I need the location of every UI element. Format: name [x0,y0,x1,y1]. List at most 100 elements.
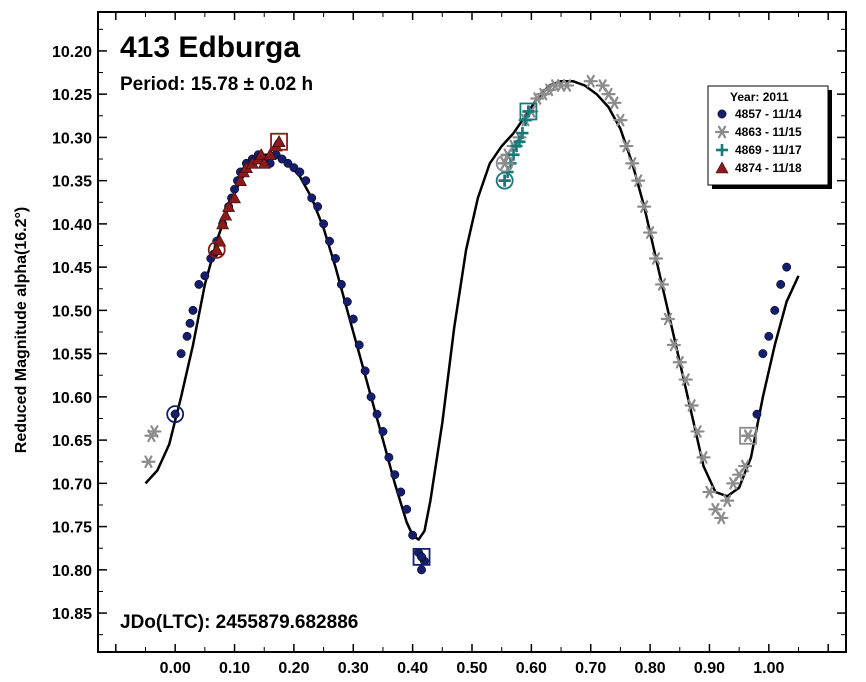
legend-entry-label: 4869 - 11/17 [735,143,802,157]
series-asterisk [141,74,756,525]
data-point [176,349,186,359]
data-point [342,297,352,307]
session-end-point [417,552,426,562]
data-point [216,217,230,230]
data-point [222,199,236,212]
data-point [666,338,681,352]
data-point [219,208,233,221]
x-tick-label: 0.50 [456,660,487,677]
epoch-annotation: JDo(LTC): 2455879.682886 [120,612,358,633]
data-point [776,279,786,289]
legend-swatch [715,161,729,174]
data-point [559,79,575,92]
data-point [625,157,640,170]
data-point [583,74,598,88]
data-point [307,193,317,203]
x-tick-label: 0.70 [575,660,606,677]
legend-shadow [828,90,832,189]
y-tick-label: 10.45 [52,260,92,277]
asterisk-stroke [705,485,714,499]
asterisk-stroke [657,278,667,291]
data-point [702,485,717,499]
start-end-markers-layer [166,102,757,566]
asterisk-stroke [144,455,153,469]
session-end-point [522,105,535,118]
data-point [770,305,780,315]
data-point [313,202,323,212]
x-tick-label: 1.00 [753,660,784,677]
data-point [200,271,210,281]
asterisk-stroke [150,425,159,438]
session-start-marker [495,154,514,173]
legend-title: Year: 2011 [730,90,789,104]
legend-entries: 4857 - 11/14 4863 - 11/15 4869 - 11/17 4874… [714,107,802,175]
data-point [678,373,693,386]
x-tick-label: 0.60 [516,660,547,677]
data-point [758,349,768,359]
data-point [642,226,658,239]
data-point [228,191,242,204]
y-tick-label: 10.50 [52,303,92,320]
y-tick-label: 10.25 [52,87,92,104]
data-point [648,252,664,265]
data-point [263,148,277,161]
data-point [141,455,156,469]
data-point [631,174,646,187]
data-point [737,459,753,473]
legend-entry-label: 4857 - 11/14 [735,107,802,121]
y-axis: 10.20 10.25 10.30 10.35 10.40 10.45 10.50 10.55… [52,28,846,636]
y-tick-label: 10.30 [52,130,92,147]
x-tick-label: 0.20 [278,660,309,677]
data-point [672,355,687,369]
x-tick-label: 0.90 [694,660,725,677]
y-tick-label: 10.60 [52,390,92,407]
data-point [782,262,792,272]
x-tick-label: 0.80 [635,660,666,677]
y-tick-label: 10.35 [52,174,92,191]
data-point [516,127,529,140]
data-point [696,451,711,464]
session-end-marker [519,102,538,121]
asterisk-stroke [711,502,720,516]
asterisk-stroke [645,226,655,239]
data-point [684,399,699,412]
legend-entry-label: 4874 - 11/18 [735,161,802,175]
data-point [147,425,162,438]
y-tick-label: 10.55 [52,347,92,364]
asterisk-stroke [640,200,649,213]
asterisk-stroke [743,429,753,443]
y-tick-label: 10.65 [52,433,92,450]
data-point [325,236,334,246]
asterisk-stroke [717,125,727,139]
data-point [396,487,406,497]
y-tick-label: 10.70 [52,476,92,493]
data-point [690,425,705,438]
data-point [185,318,195,328]
x-tick-label: 0.10 [219,660,250,677]
y-tick-label: 10.20 [52,44,92,61]
data-point [637,200,652,213]
chart-subtitle: Period: 15.78 ± 0.02 h [120,74,313,95]
legend-shadow-bottom [712,185,832,189]
legend: Year: 2011 4857 - 11/14 4863 - 11/15 4869 … [707,85,832,189]
asterisk-stroke [717,511,726,525]
session-start-marker [495,171,514,190]
y-tick-label: 10.80 [52,563,92,580]
asterisk-stroke [740,459,750,473]
y-tick-label: 10.75 [52,520,92,537]
data-point [402,504,412,514]
session-end-marker [412,547,431,566]
data-point [295,167,305,177]
asterisk-stroke [723,494,732,507]
data-point [408,530,418,540]
data-point [417,565,426,575]
legend-box [707,85,829,186]
asterisk-stroke [634,174,643,187]
data-point [194,279,204,289]
session-start-point [497,157,512,170]
session-start-marker [166,405,185,424]
chart-title: 413 Edburga [120,31,300,64]
asterisk-stroke [681,373,690,386]
session-end-marker [270,132,288,151]
